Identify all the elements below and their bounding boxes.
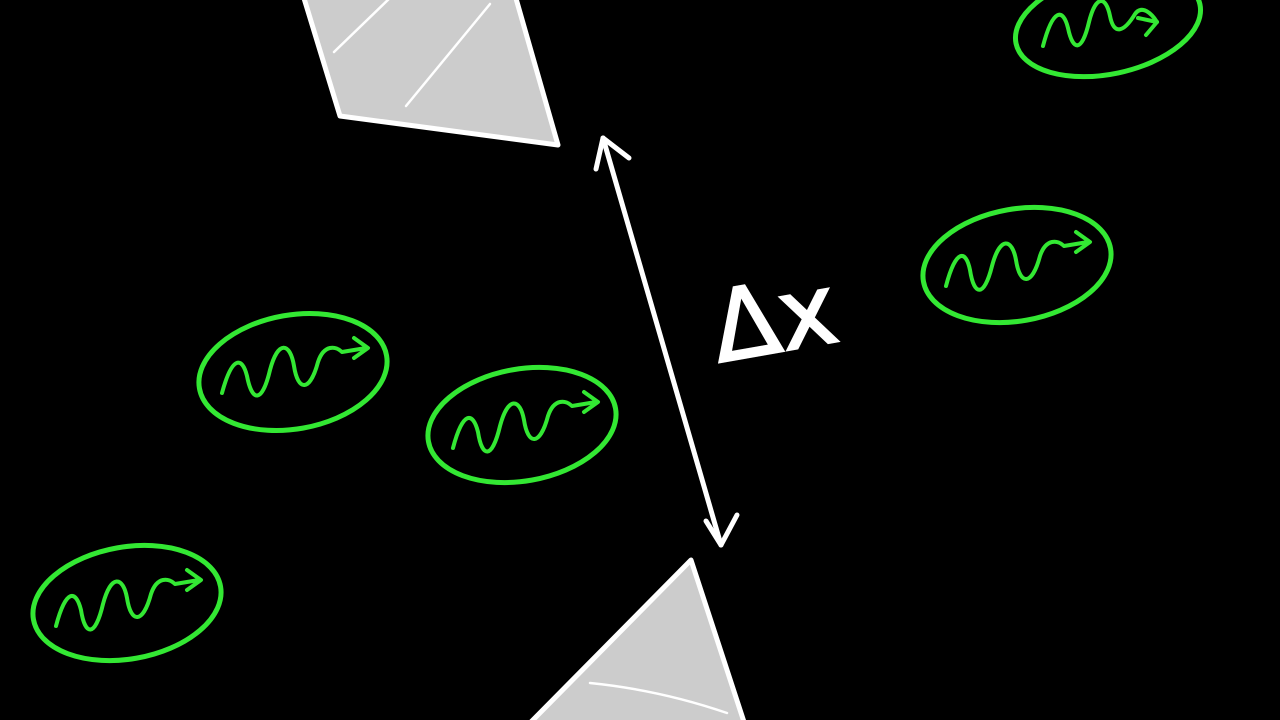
lower-shard-body	[529, 557, 746, 720]
arrow-shaft	[600, 135, 724, 548]
particle-ellipse-icon	[920, 204, 1114, 326]
particle-middle-left	[196, 310, 390, 434]
double-headed-arrow-icon	[593, 135, 740, 548]
upper-shard-body	[301, 0, 561, 148]
wavy-arrow-head-icon	[1074, 230, 1092, 254]
wavy-arrow-icon	[451, 399, 598, 454]
upper-shard-crack-1	[332, 0, 390, 54]
wavy-arrow-icon	[1041, 0, 1159, 48]
wavy-arrow-icon	[54, 577, 201, 632]
upper-shard-crack-2	[404, 2, 492, 108]
particle-top-right	[1012, 0, 1204, 80]
particle-center	[425, 364, 619, 486]
particle-right	[920, 204, 1114, 326]
upper-shard	[301, 0, 561, 148]
lower-shard	[529, 557, 746, 720]
wavy-arrow-head-icon	[1136, 16, 1159, 37]
wavy-arrow-icon	[944, 239, 1090, 292]
particle-ellipse-icon	[1012, 0, 1204, 80]
wavy-arrow-head-icon	[352, 336, 370, 360]
particle-bottom-left	[30, 542, 224, 664]
arrow-head-bottom	[703, 512, 740, 548]
lower-shard-crack	[588, 681, 729, 715]
particle-ellipse-icon	[30, 542, 224, 664]
arrow-head-top	[593, 135, 632, 172]
wavy-arrow-icon	[220, 345, 368, 398]
wavy-arrow-head-icon	[582, 390, 600, 414]
delta-x-label: Δx	[703, 252, 846, 386]
wavy-arrow-head-icon	[185, 568, 203, 592]
particle-ellipse-icon	[425, 364, 619, 486]
particle-ellipse-icon	[196, 310, 390, 434]
